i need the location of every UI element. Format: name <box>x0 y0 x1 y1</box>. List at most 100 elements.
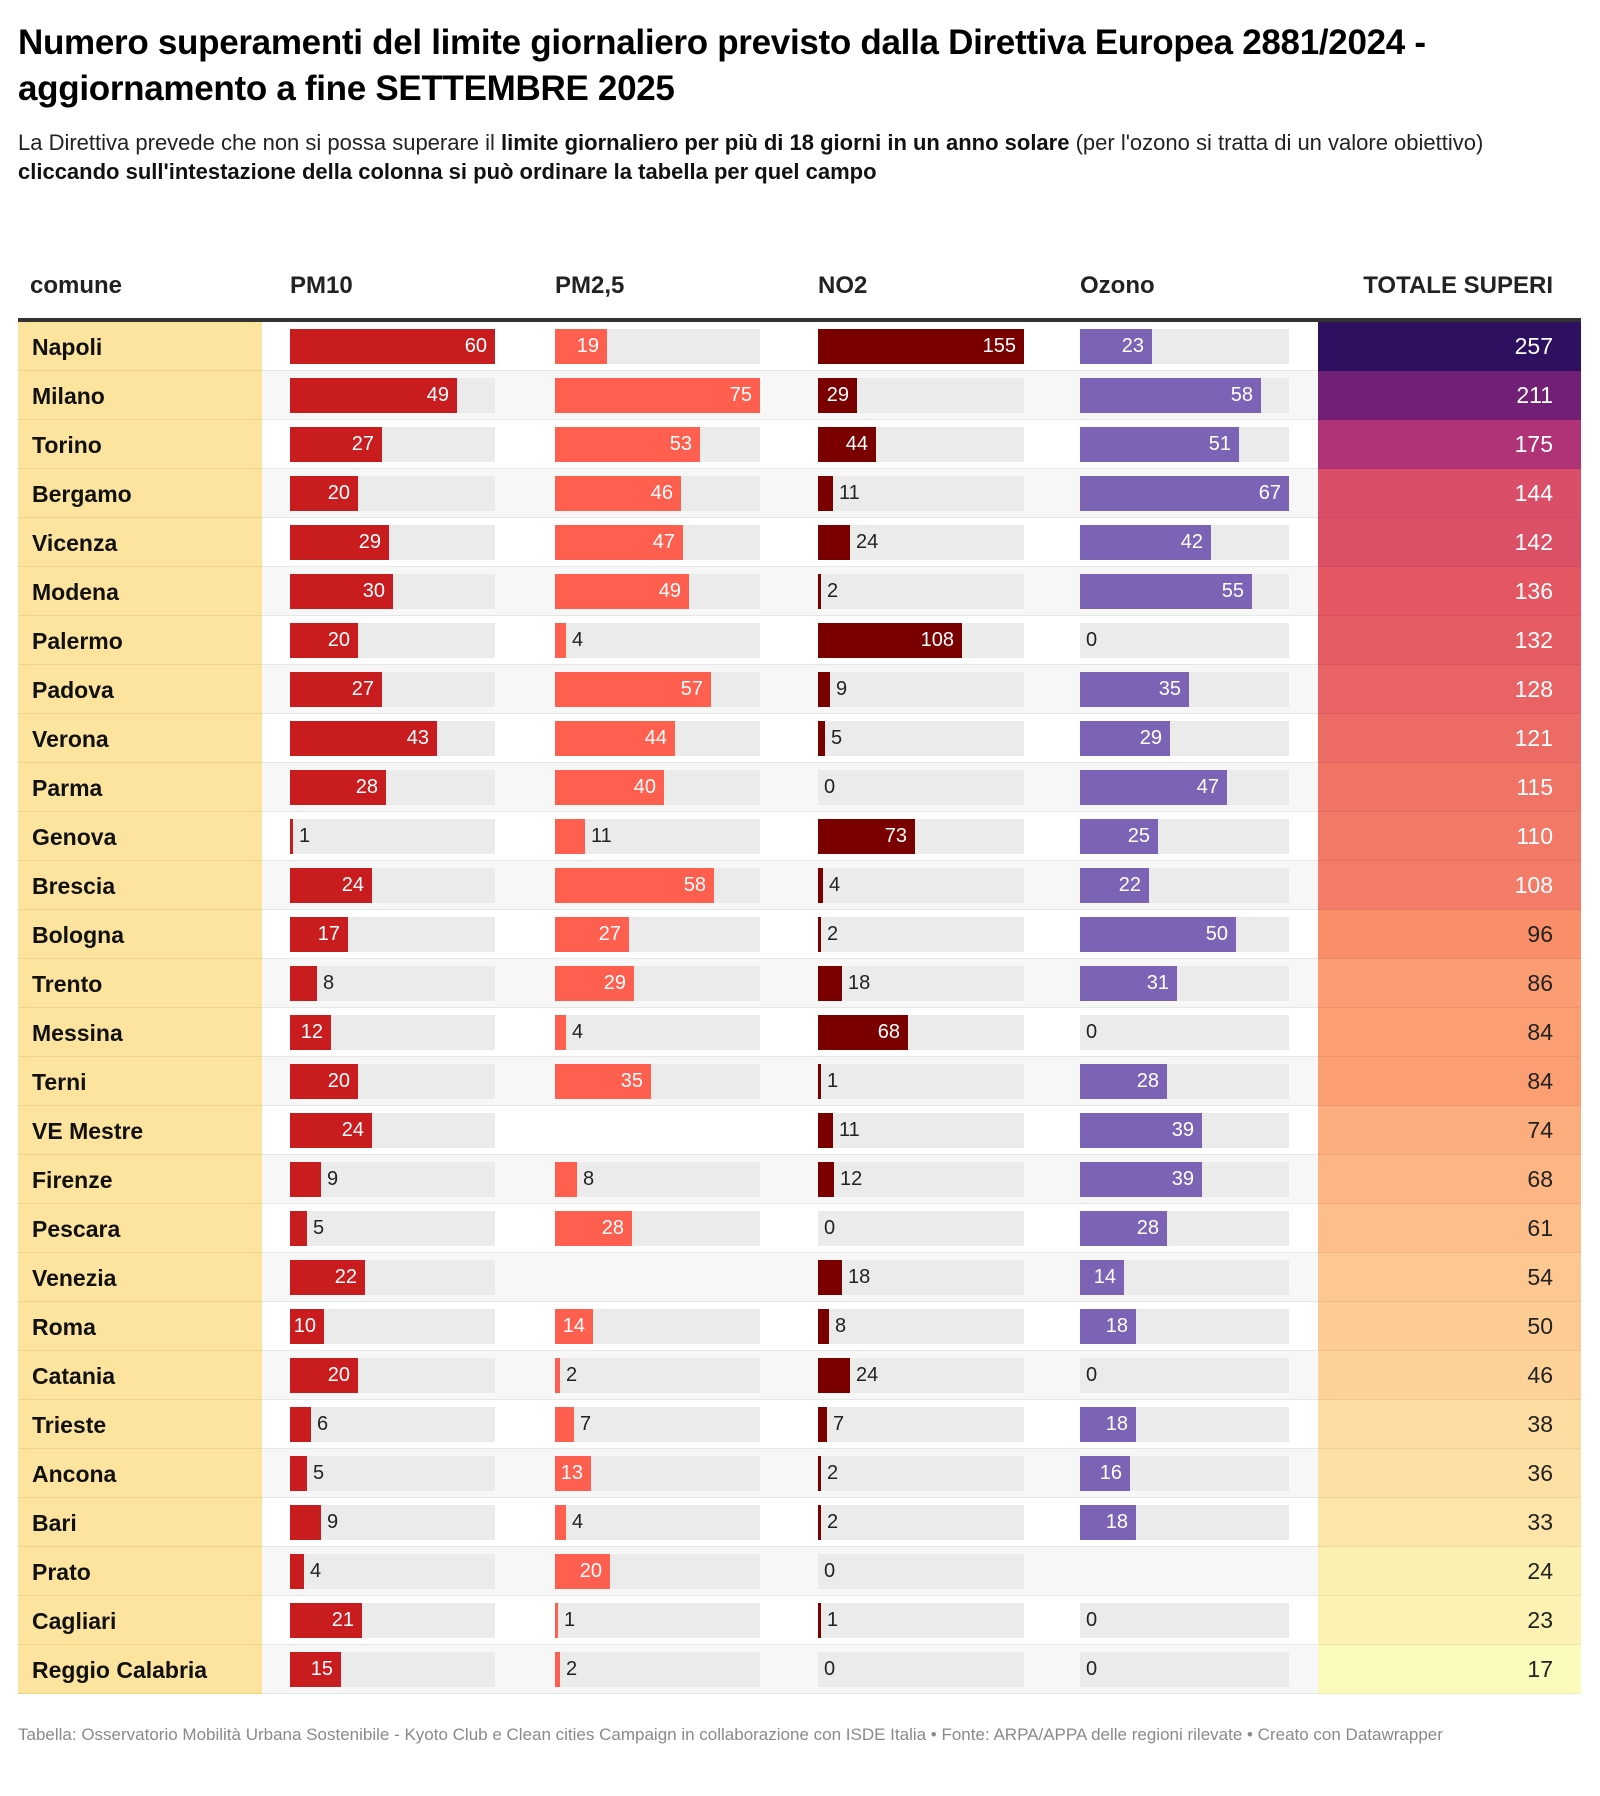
description-text-end: (per l'ozono si tratta di un valore obie… <box>1069 130 1484 155</box>
pm25-bar-track: 1 <box>555 1603 760 1638</box>
no2-bar-track: 0 <box>818 1652 1024 1687</box>
total-value: 96 <box>1527 921 1553 947</box>
ozono-value: 67 <box>1258 482 1281 504</box>
ozono-bar <box>1080 770 1227 805</box>
ozono-bar-track: 55 <box>1080 574 1289 609</box>
ozono-value: 29 <box>1139 727 1162 749</box>
no2-bar-track: 1 <box>818 1064 1024 1099</box>
ozono-value: 39 <box>1171 1119 1194 1141</box>
pm25-bar-track: 19 <box>555 329 760 364</box>
no2-bar <box>818 819 915 854</box>
pm10-bar <box>290 868 372 903</box>
ozono-bar-track: 0 <box>1080 1358 1289 1393</box>
ozono-bar-track: 47 <box>1080 770 1289 805</box>
pm25-bar-track: 29 <box>555 966 760 1001</box>
ozono-value: 22 <box>1118 874 1141 896</box>
table-row: Firenze 9 8 12 39 68 <box>18 1155 1581 1204</box>
no2-bar <box>818 1407 827 1442</box>
pm10-value: 8 <box>323 972 335 994</box>
pm10-value: 22 <box>334 1266 357 1288</box>
pm25-bar <box>555 1015 566 1050</box>
ozono-bar-track: 18 <box>1080 1407 1289 1442</box>
no2-value: 108 <box>920 629 954 651</box>
pm25-value: 28 <box>601 1217 624 1239</box>
pm10-bar <box>290 1162 321 1197</box>
pm10-bar-track: 9 <box>290 1162 495 1197</box>
ozono-value: 16 <box>1099 1462 1122 1484</box>
ozono-value: 0 <box>1086 1364 1098 1386</box>
total-cell: 108 <box>1318 861 1581 910</box>
city-cell: Bologna <box>18 910 262 959</box>
table-row: Catania 20 2 24 0 46 <box>18 1351 1581 1400</box>
city-name: Palermo <box>32 628 123 654</box>
total-value: 108 <box>1514 872 1553 898</box>
pm10-bar <box>290 623 358 658</box>
ozono-bar <box>1080 1113 1202 1148</box>
pm10-bar <box>290 427 382 462</box>
column-header-pm10[interactable]: PM10 <box>290 272 353 299</box>
city-name: Bologna <box>32 922 124 948</box>
no2-bar <box>818 623 962 658</box>
city-cell: Prato <box>18 1547 262 1596</box>
ozono-value: 47 <box>1196 776 1219 798</box>
total-cell: 84 <box>1318 1057 1581 1106</box>
no2-value: 1 <box>827 1070 839 1092</box>
total-cell: 17 <box>1318 1645 1581 1694</box>
city-name: Milano <box>32 383 105 409</box>
column-header-ozono[interactable]: Ozono <box>1080 272 1155 299</box>
total-value: 36 <box>1527 1460 1553 1486</box>
pm25-bar-track: 46 <box>555 476 760 511</box>
city-name: Messina <box>32 1020 123 1046</box>
pm10-value: 12 <box>300 1021 323 1043</box>
pm10-bar-track: 8 <box>290 966 495 1001</box>
pm25-value: 8 <box>583 1168 595 1190</box>
ozono-bar-track: 23 <box>1080 329 1289 364</box>
city-cell: Venezia <box>18 1253 262 1302</box>
pm10-bar-track: 20 <box>290 1358 495 1393</box>
no2-value: 11 <box>839 482 860 504</box>
no2-value: 1 <box>827 1609 839 1631</box>
pm25-bar <box>555 1603 558 1638</box>
pm25-bar <box>555 770 664 805</box>
pm25-value: 2 <box>566 1364 578 1386</box>
city-cell: Vicenza <box>18 518 262 567</box>
no2-bar-track: 11 <box>818 476 1024 511</box>
pm10-bar <box>290 819 293 854</box>
total-cell: 36 <box>1318 1449 1581 1498</box>
pm25-bar-track: 35 <box>555 1064 760 1099</box>
column-header-no2[interactable]: NO2 <box>818 272 868 299</box>
total-cell: 33 <box>1318 1498 1581 1547</box>
pm25-value: 4 <box>572 1511 584 1533</box>
table-row: Parma 28 40 0 47 115 <box>18 763 1581 812</box>
total-value: 132 <box>1514 627 1553 653</box>
total-value: 211 <box>1516 382 1553 408</box>
ozono-value: 0 <box>1086 1021 1098 1043</box>
city-name: Brescia <box>32 873 116 899</box>
total-cell: 54 <box>1318 1253 1581 1302</box>
table-row: Verona 43 44 5 29 121 <box>18 714 1581 763</box>
column-header-comune[interactable]: comune <box>30 272 123 299</box>
pm25-value: 4 <box>572 629 584 651</box>
total-cell: 136 <box>1318 567 1581 616</box>
pm25-bar-track: 4 <box>555 1015 760 1050</box>
table-row: Venezia 22 18 14 54 <box>18 1253 1581 1302</box>
ozono-bar-track: 25 <box>1080 819 1289 854</box>
total-cell: 132 <box>1318 616 1581 665</box>
city-cell: Bergamo <box>18 469 262 518</box>
ozono-bar-track: 28 <box>1080 1211 1289 1246</box>
no2-bar-track: 0 <box>818 770 1024 805</box>
ozono-value: 18 <box>1105 1511 1128 1533</box>
pm10-bar <box>290 1407 311 1442</box>
pm25-value: 49 <box>658 580 681 602</box>
city-cell: Messina <box>18 1008 262 1057</box>
pm25-bar <box>555 966 634 1001</box>
no2-bar <box>818 574 821 609</box>
pm25-bar-track: 2 <box>555 1652 760 1687</box>
column-header-pm25[interactable]: PM2,5 <box>555 272 625 299</box>
total-value: 128 <box>1514 676 1553 702</box>
total-value: 24 <box>1527 1558 1553 1584</box>
table-row: Trento 8 29 18 31 86 <box>18 959 1581 1008</box>
ozono-bar <box>1080 721 1170 756</box>
footer-credits: Tabella: Osservatorio Mobilità Urbana So… <box>18 1725 1443 1744</box>
column-header-totale[interactable]: TOTALE SUPERI <box>1363 272 1553 299</box>
